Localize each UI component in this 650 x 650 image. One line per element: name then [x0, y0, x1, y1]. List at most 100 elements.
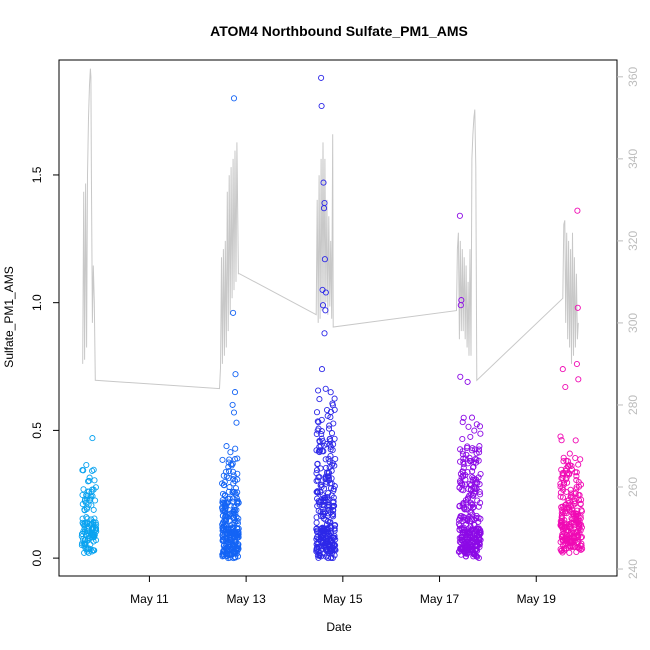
- data-point: [573, 469, 580, 476]
- data-point: [560, 458, 567, 465]
- data-point: [224, 514, 231, 521]
- data-point: [90, 547, 97, 554]
- data-point: [322, 473, 329, 480]
- data-point: [457, 446, 464, 453]
- data-point: [465, 423, 472, 430]
- data-point: [471, 484, 478, 491]
- data-point: [331, 406, 338, 413]
- data-point: [230, 480, 237, 487]
- data-point: [315, 387, 322, 394]
- data-point-high: [321, 256, 328, 263]
- data-point: [313, 514, 320, 521]
- data-point: [571, 521, 578, 528]
- data-point: [568, 539, 575, 546]
- data-point: [315, 419, 322, 426]
- data-point: [223, 515, 230, 522]
- data-point: [219, 527, 226, 534]
- data-point: [222, 468, 229, 475]
- data-point: [471, 516, 478, 523]
- data-point: [326, 464, 333, 471]
- data-point: [562, 476, 569, 483]
- data-point: [575, 461, 582, 468]
- data-point: [578, 508, 585, 515]
- data-point: [573, 473, 580, 480]
- x-tick-label: May 13: [226, 592, 266, 606]
- data-point: [230, 508, 237, 516]
- data-point: [313, 409, 321, 416]
- data-point: [91, 515, 98, 522]
- data-point: [574, 507, 581, 514]
- data-point-high: [89, 435, 96, 442]
- data-point: [233, 531, 240, 538]
- data-point-high: [230, 409, 238, 416]
- data-point: [575, 491, 582, 499]
- data-point: [313, 467, 321, 474]
- data-point: [476, 529, 483, 537]
- data-point-high: [322, 289, 329, 296]
- data-point: [575, 539, 582, 546]
- data-point: [79, 491, 86, 499]
- data-point: [322, 480, 329, 487]
- points-layer: [78, 74, 586, 562]
- data-point: [475, 554, 482, 562]
- data-point: [327, 519, 334, 526]
- data-point: [78, 530, 86, 538]
- data-point: [476, 449, 483, 456]
- data-point: [331, 522, 338, 529]
- data-point: [313, 534, 321, 541]
- data-point: [83, 495, 91, 502]
- data-point: [329, 460, 336, 467]
- data-point: [226, 484, 233, 491]
- data-point-high: [574, 207, 581, 214]
- data-point: [559, 470, 566, 477]
- secondary-series-line: [82, 68, 579, 390]
- data-point: [566, 470, 573, 477]
- data-point: [476, 423, 484, 430]
- y-tick-label: 0.0: [30, 549, 44, 566]
- data-point: [318, 431, 325, 438]
- data-point: [557, 489, 564, 496]
- data-point: [322, 496, 329, 504]
- data-point-high: [457, 373, 464, 380]
- data-point: [327, 414, 334, 421]
- data-point: [566, 542, 573, 549]
- data-point: [313, 525, 320, 532]
- data-point: [577, 542, 584, 549]
- data-point-high: [230, 95, 238, 102]
- data-point: [234, 455, 241, 462]
- data-point: [572, 437, 579, 444]
- data-point: [325, 490, 332, 497]
- data-point: [233, 533, 240, 540]
- data-point: [84, 488, 91, 495]
- data-point-high: [318, 102, 325, 110]
- data-point: [331, 546, 338, 553]
- data-point: [81, 506, 88, 513]
- data-point: [221, 478, 228, 486]
- data-point: [221, 491, 229, 499]
- data-point: [225, 467, 233, 475]
- data-point: [465, 536, 472, 543]
- data-point: [322, 476, 329, 483]
- data-point-high: [320, 205, 328, 212]
- data-point: [323, 546, 330, 553]
- data-point: [568, 490, 575, 497]
- data-point: [469, 492, 476, 499]
- data-point-high: [318, 366, 326, 373]
- data-point: [87, 496, 94, 503]
- data-point: [83, 514, 90, 521]
- data-point: [459, 451, 466, 458]
- data-point-high: [319, 302, 327, 309]
- data-point: [457, 513, 464, 520]
- data-point: [573, 484, 580, 491]
- data-point: [473, 456, 480, 463]
- data-point: [459, 419, 466, 426]
- data-point: [223, 443, 230, 450]
- x-tick-label: May 11: [130, 592, 169, 606]
- data-point: [467, 499, 474, 506]
- data-point: [458, 533, 465, 540]
- data-point: [466, 457, 473, 465]
- data-point: [322, 516, 329, 523]
- data-point: [577, 481, 585, 488]
- data-point: [456, 484, 463, 491]
